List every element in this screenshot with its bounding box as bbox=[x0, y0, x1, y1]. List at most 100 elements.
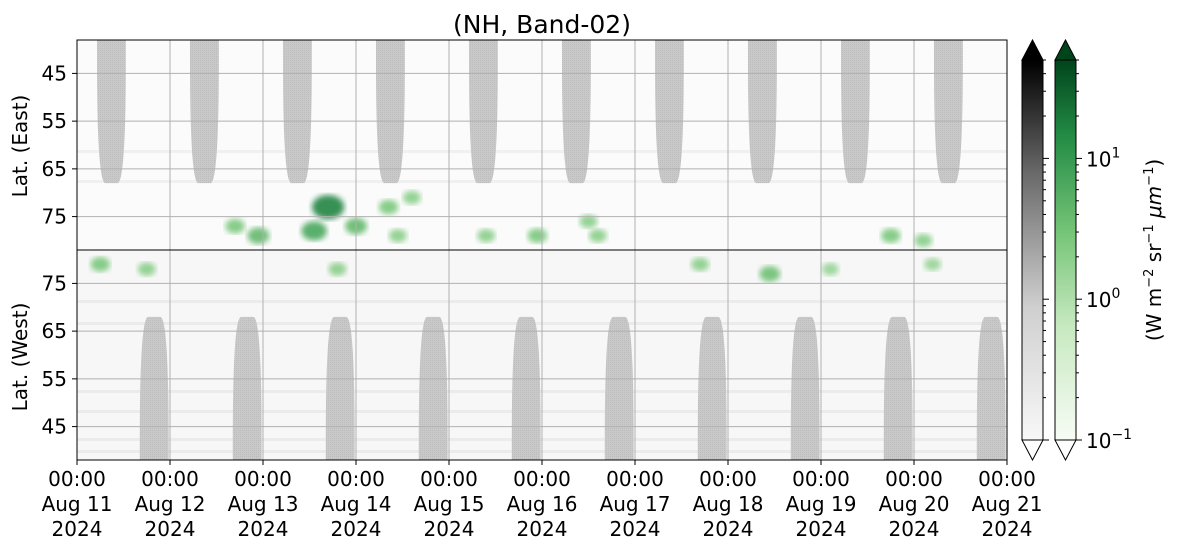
sunlit-block-top bbox=[375, 40, 405, 184]
colorbar-grey-extend-top bbox=[1021, 38, 1044, 61]
emission-patch bbox=[588, 228, 607, 243]
colorbar-grey-bar bbox=[1021, 59, 1044, 441]
xtick-label: 00:00 bbox=[885, 467, 943, 491]
sunlit-block-bottom bbox=[232, 316, 262, 460]
xtick-label: 00:00 bbox=[978, 467, 1036, 491]
ytick-label-top: 45 bbox=[42, 61, 67, 85]
xtick-label: 2024 bbox=[796, 517, 847, 541]
xtick-label: Aug 13 bbox=[228, 492, 299, 516]
colorbar-tick-label: 101 bbox=[1086, 145, 1120, 171]
xtick-label: 00:00 bbox=[141, 467, 199, 491]
colorbar-green-extend-top bbox=[1054, 38, 1077, 61]
xtick-label: 00:00 bbox=[327, 467, 385, 491]
xtick-label: 2024 bbox=[703, 517, 754, 541]
xtick-label: 2024 bbox=[424, 517, 475, 541]
sunlit-block-bottom bbox=[883, 316, 913, 460]
xtick-label: 2024 bbox=[610, 517, 661, 541]
ytick-label-top: 55 bbox=[42, 109, 67, 133]
xtick-label: 2024 bbox=[982, 517, 1033, 541]
xtick-label: Aug 14 bbox=[321, 492, 392, 516]
emission-patch bbox=[477, 228, 496, 243]
xtick-label: Aug 15 bbox=[414, 492, 485, 516]
emission-patch bbox=[301, 221, 327, 241]
emission-patch bbox=[402, 190, 421, 205]
xtick-label: Aug 18 bbox=[693, 492, 764, 516]
sunlit-block-top bbox=[189, 40, 219, 184]
sunlit-block-bottom bbox=[790, 316, 820, 460]
colorbar-tick-label: 100 bbox=[1086, 286, 1120, 312]
emission-patch bbox=[914, 233, 933, 248]
emission-patch bbox=[247, 227, 270, 244]
xtick-label: Aug 20 bbox=[879, 492, 950, 516]
emission-patch bbox=[924, 258, 942, 271]
xtick-label: 00:00 bbox=[48, 467, 106, 491]
ytick-label-bottom: 55 bbox=[42, 367, 67, 391]
xtick-label: Aug 21 bbox=[972, 492, 1043, 516]
emission-patch bbox=[225, 218, 245, 234]
emission-patch bbox=[137, 262, 156, 276]
emission-patch bbox=[378, 199, 399, 215]
xtick-label: Aug 16 bbox=[507, 492, 578, 516]
colorbar-green bbox=[1054, 38, 1077, 462]
top-ylabel: Lat. (East) bbox=[8, 95, 32, 198]
bottom-ylabel: Lat. (West) bbox=[8, 303, 32, 412]
xtick-label: 00:00 bbox=[513, 467, 571, 491]
colorbar-green-bar bbox=[1054, 59, 1077, 441]
colorbar-green-extend-bottom bbox=[1054, 439, 1077, 462]
emission-patch bbox=[90, 256, 111, 272]
xtick-label: 2024 bbox=[238, 517, 289, 541]
sunlit-block-bottom bbox=[604, 316, 634, 460]
sunlit-block-top bbox=[654, 40, 684, 184]
xtick-label: 2024 bbox=[889, 517, 940, 541]
emission-patch bbox=[821, 262, 839, 276]
emission-patch bbox=[388, 228, 407, 243]
xtick-label: Aug 11 bbox=[42, 492, 113, 516]
sunlit-block-bottom bbox=[139, 316, 169, 460]
xtick-label: 00:00 bbox=[420, 467, 478, 491]
sunlit-block-bottom bbox=[325, 316, 355, 460]
sunlit-block-top bbox=[561, 40, 591, 184]
xtick-label: 00:00 bbox=[699, 467, 757, 491]
ytick-label-bottom: 75 bbox=[42, 271, 67, 295]
xtick-label: 2024 bbox=[517, 517, 568, 541]
xtick-label: 2024 bbox=[52, 517, 103, 541]
colorbar-ticks: 101 100 10−1 bbox=[1043, 59, 1132, 453]
emission-patch bbox=[759, 266, 781, 282]
ytick-label-top: 75 bbox=[42, 205, 67, 229]
colorbar-tick-label: 10−1 bbox=[1086, 427, 1132, 453]
colorbar-grey-extend-bottom bbox=[1021, 439, 1044, 462]
sunlit-block-top bbox=[468, 40, 498, 184]
sunlit-block-top bbox=[933, 40, 963, 184]
sunlit-block-top bbox=[282, 40, 312, 184]
emission-patch bbox=[880, 228, 901, 244]
sunlit-block-bottom bbox=[976, 316, 1006, 460]
sunlit-block-top bbox=[96, 40, 126, 184]
emission-patch bbox=[579, 214, 598, 229]
ytick-label-top: 65 bbox=[42, 157, 67, 181]
ytick-label-bottom: 45 bbox=[42, 415, 67, 439]
xtick-label: 2024 bbox=[145, 517, 196, 541]
xtick-label: 00:00 bbox=[792, 467, 850, 491]
colorbar-label: (W m−2 sr−1 μm−1) bbox=[1142, 159, 1166, 341]
emission-patch bbox=[311, 194, 345, 220]
emission-patch bbox=[691, 257, 710, 272]
sunlit-block-bottom bbox=[511, 316, 541, 460]
xtick-label: 00:00 bbox=[234, 467, 292, 491]
sunlit-block-bottom bbox=[418, 316, 448, 460]
colorbar-grey bbox=[1021, 38, 1044, 462]
xtick-label: Aug 19 bbox=[786, 492, 857, 516]
xtick-label: Aug 12 bbox=[135, 492, 206, 516]
sunlit-block-top bbox=[840, 40, 870, 184]
sunlit-block-bottom bbox=[697, 316, 727, 460]
ytick-label-bottom: 65 bbox=[42, 319, 67, 343]
sunlit-block-top bbox=[747, 40, 777, 184]
emission-patch bbox=[527, 228, 548, 244]
xtick-label: 00:00 bbox=[606, 467, 664, 491]
chart-title: (NH, Band-02) bbox=[453, 10, 631, 39]
xtick-label: Aug 17 bbox=[600, 492, 671, 516]
xtick-label: 2024 bbox=[331, 517, 382, 541]
y-ticks: 45 55 65 75 75 65 55 45 bbox=[42, 61, 77, 439]
emission-patch bbox=[328, 262, 347, 276]
